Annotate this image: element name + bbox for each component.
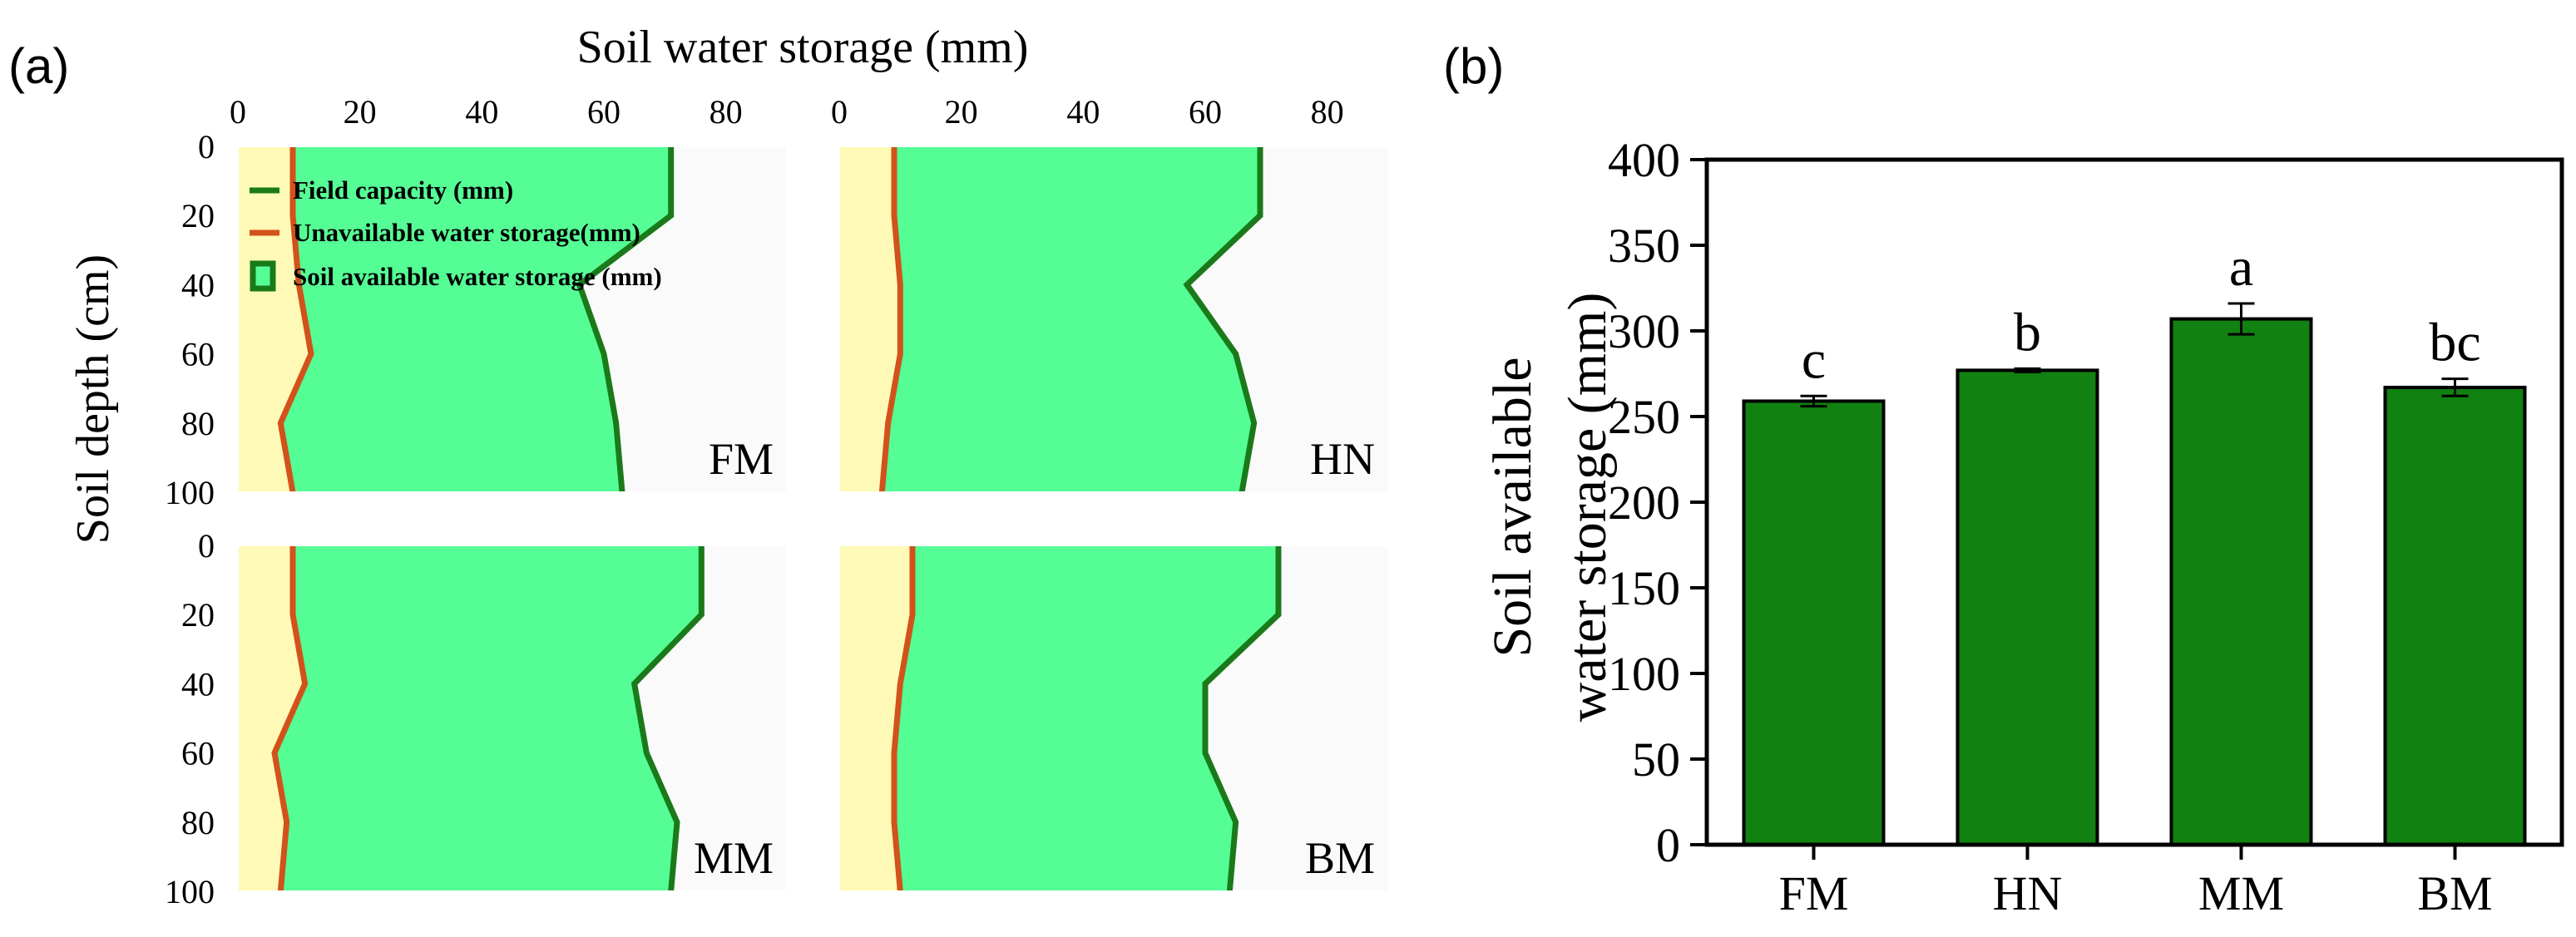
x-tick-label: 60: [587, 93, 621, 131]
x-tick-label: 0: [831, 93, 848, 131]
y-tick-label: 100: [165, 474, 215, 511]
x-tick-label: 60: [1189, 93, 1222, 131]
y-tick-label: 350: [1608, 219, 1680, 273]
y-tick-label: 400: [1608, 133, 1680, 187]
field-capacity-line: [576, 146, 675, 493]
bar-mm: [2169, 317, 2313, 846]
y-tick-label: 0: [1656, 818, 1680, 872]
panel-b-bar-chart: 0 50 100 150 200 250 300 350 400 c FM b HN a MM bc BM: [1608, 133, 2564, 920]
significance-letter: b: [2014, 302, 2041, 362]
y-tick-label: 20: [181, 596, 215, 634]
bar-bm: [2383, 385, 2527, 847]
field-capacity-line: [1183, 146, 1263, 493]
subplot-label: MM: [694, 833, 774, 883]
field-capacity-line: [1202, 545, 1282, 892]
panel-a-subplots: FM HN MM BM: [237, 145, 1389, 892]
x-tick-label: FM: [1779, 866, 1849, 920]
y-tick-label: 20: [181, 197, 215, 234]
x-tick-label: 80: [710, 93, 743, 131]
subplot-bm: BM: [838, 545, 1389, 892]
unavailable-area: [238, 545, 305, 891]
y-tick-label: 80: [181, 804, 215, 841]
panel-a-ylabel: Soil depth (cm): [67, 254, 119, 544]
y-tick-label: 50: [1632, 732, 1680, 787]
panel-a-legend: Field capacity (mm) Unavailable water st…: [250, 175, 662, 292]
x-tick-label: HN: [1993, 866, 2063, 920]
available-area: [280, 146, 671, 492]
subplot-hn: HN: [838, 145, 1389, 493]
unavailable-line: [891, 545, 916, 892]
y-tick-label: 100: [1608, 647, 1680, 701]
y-tick-label: 100: [165, 873, 215, 910]
y-tick-label: 60: [181, 735, 215, 772]
y-tick-label: 0: [198, 128, 215, 165]
y-tick-label: 60: [181, 336, 215, 373]
subplot-label: HN: [1310, 434, 1375, 484]
x-tick-label: 20: [344, 93, 377, 131]
available-area: [882, 146, 1260, 492]
subplot-frame: [237, 145, 788, 493]
x-tick-label: MM: [2198, 866, 2284, 920]
available-area: [274, 545, 702, 891]
y-tick-label: 150: [1608, 561, 1680, 615]
y-tick-label: 200: [1608, 476, 1680, 530]
subplot-label: FM: [709, 434, 774, 484]
field-capacity-line: [630, 545, 705, 892]
y-tick-label: 40: [181, 665, 215, 703]
panel-b-ylabel-line2: water storage (mm): [1557, 293, 1618, 722]
legend-unavailable-label: Unavailable water storage(mm): [293, 218, 640, 247]
subplot-frame: [838, 545, 1389, 892]
y-tick-label: 40: [181, 266, 215, 303]
y-tick-label: 0: [198, 527, 215, 565]
panel-b-ylabel-line1: Soil available: [1482, 357, 1543, 657]
x-tick-label: 40: [465, 93, 498, 131]
panel-a-title: Soil water storage (mm): [577, 22, 1029, 73]
unavailable-line: [277, 146, 314, 493]
subplot-frame: [237, 545, 788, 892]
unavailable-area: [839, 146, 901, 492]
significance-letter: c: [1802, 329, 1826, 390]
panel-a-axes: 0 20 40 60 80 100 0 20 40 60 80 0 20 40 60 80 0 20 40 60 80 1…: [165, 93, 1344, 910]
panel-a-label: (a): [8, 38, 69, 94]
y-tick-label: 80: [181, 405, 215, 442]
available-area: [894, 545, 1278, 891]
panel-b-label: (b): [1443, 38, 1504, 94]
y-tick-label: 250: [1608, 390, 1680, 444]
subplot-mm: MM: [237, 545, 788, 892]
plot-frame: [1704, 157, 2564, 847]
subplot-label: BM: [1305, 833, 1375, 883]
significance-letter: a: [2229, 237, 2253, 298]
legend-field-capacity-label: Field capacity (mm): [293, 175, 513, 205]
x-tick-label: 0: [230, 93, 246, 131]
bar-fm: [1742, 399, 1886, 846]
subplot-frame: [838, 145, 1389, 493]
x-tick-label: 20: [945, 93, 978, 131]
x-tick-label: 80: [1311, 93, 1344, 131]
unavailable-line: [878, 146, 903, 493]
legend-available-label: Soil available water storage (mm): [293, 262, 662, 291]
significance-letter: bc: [2429, 313, 2480, 373]
unavailable-line: [271, 545, 309, 892]
y-tick-label: 300: [1608, 304, 1680, 358]
x-tick-label: 40: [1066, 93, 1100, 131]
bar-hn: [1955, 368, 2099, 846]
x-tick-label: BM: [2417, 866, 2492, 920]
legend-available-swatch: [250, 260, 276, 292]
